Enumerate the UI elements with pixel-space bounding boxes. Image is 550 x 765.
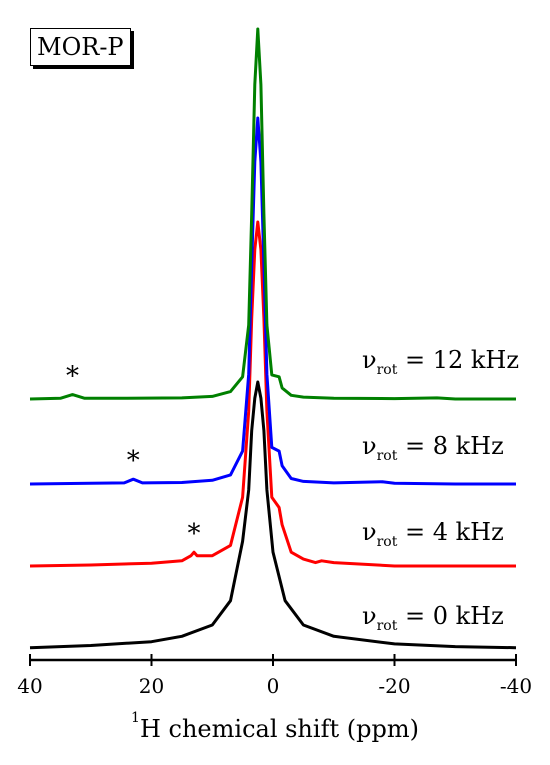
x-axis-label-superscript: 1: [131, 710, 140, 726]
series-label-subscript: rot: [376, 362, 398, 378]
series-label-symbol: ν: [362, 432, 377, 460]
x-tick-label: 0: [266, 674, 280, 698]
x-tick-label: -40: [499, 674, 533, 698]
series-label-symbol: ν: [362, 518, 377, 546]
series-label-value: = 12 kHz: [397, 346, 519, 374]
series-label: νrot = 8 kHz: [362, 432, 504, 464]
series-line: [29, 116, 516, 486]
x-axis-label-text: H chemical shift (ppm): [139, 715, 419, 743]
sideband-asterisk: *: [127, 446, 140, 476]
series-label-symbol: ν: [362, 602, 377, 630]
sideband-asterisk: *: [188, 519, 201, 549]
series-label-value: = 0 kHz: [397, 602, 504, 630]
series-line: [29, 27, 516, 401]
series-line: [29, 220, 516, 568]
sideband-asterisk: *: [66, 362, 79, 392]
x-axis-label: 1H chemical shift (ppm): [0, 710, 550, 743]
x-tick-label: -20: [378, 674, 411, 698]
series-label: νrot = 12 kHz: [362, 346, 519, 378]
series-label: νrot = 0 kHz: [362, 602, 504, 634]
series-line: [29, 380, 517, 650]
x-tick-label: 40: [17, 674, 43, 698]
series-label-subscript: rot: [376, 618, 398, 634]
series-label: νrot = 4 kHz: [362, 518, 504, 550]
series-label-subscript: rot: [376, 534, 398, 550]
x-tick-label: 20: [138, 674, 165, 698]
series-label-subscript: rot: [376, 448, 398, 464]
sample-label: MOR-P: [30, 28, 131, 66]
series-label-value: = 8 kHz: [397, 432, 504, 460]
series-label-value: = 4 kHz: [397, 518, 504, 546]
series-label-symbol: ν: [362, 346, 377, 374]
